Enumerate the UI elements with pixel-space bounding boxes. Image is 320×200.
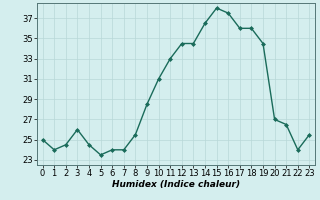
X-axis label: Humidex (Indice chaleur): Humidex (Indice chaleur) — [112, 180, 240, 189]
